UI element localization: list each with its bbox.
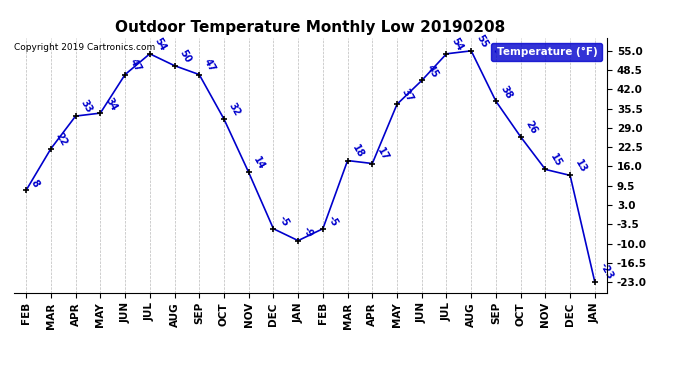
Text: -5: -5 xyxy=(277,213,290,228)
Text: 14: 14 xyxy=(252,155,267,171)
Text: 33: 33 xyxy=(79,99,94,115)
Text: 45: 45 xyxy=(425,63,440,80)
Text: 18: 18 xyxy=(351,143,366,160)
Text: -23: -23 xyxy=(598,261,615,281)
Text: 13: 13 xyxy=(573,158,589,174)
Text: 22: 22 xyxy=(54,131,69,148)
Text: 47: 47 xyxy=(202,57,217,74)
Text: 17: 17 xyxy=(375,146,391,163)
Text: 26: 26 xyxy=(524,119,539,136)
Text: 54: 54 xyxy=(449,36,465,53)
Text: 54: 54 xyxy=(152,36,168,53)
Text: 55: 55 xyxy=(474,33,490,50)
Text: 37: 37 xyxy=(400,87,415,104)
Text: 15: 15 xyxy=(549,152,564,168)
Legend: Temperature (°F): Temperature (°F) xyxy=(491,43,602,61)
Text: -5: -5 xyxy=(326,213,340,228)
Text: 47: 47 xyxy=(128,57,144,74)
Text: 8: 8 xyxy=(29,178,41,189)
Text: 38: 38 xyxy=(499,84,514,100)
Title: Outdoor Temperature Monthly Low 20190208: Outdoor Temperature Monthly Low 20190208 xyxy=(115,20,506,35)
Text: 34: 34 xyxy=(104,96,119,112)
Text: 32: 32 xyxy=(227,102,242,118)
Text: -9: -9 xyxy=(301,225,315,240)
Text: 50: 50 xyxy=(177,48,193,65)
Text: Copyright 2019 Cartronics.com: Copyright 2019 Cartronics.com xyxy=(14,44,155,52)
